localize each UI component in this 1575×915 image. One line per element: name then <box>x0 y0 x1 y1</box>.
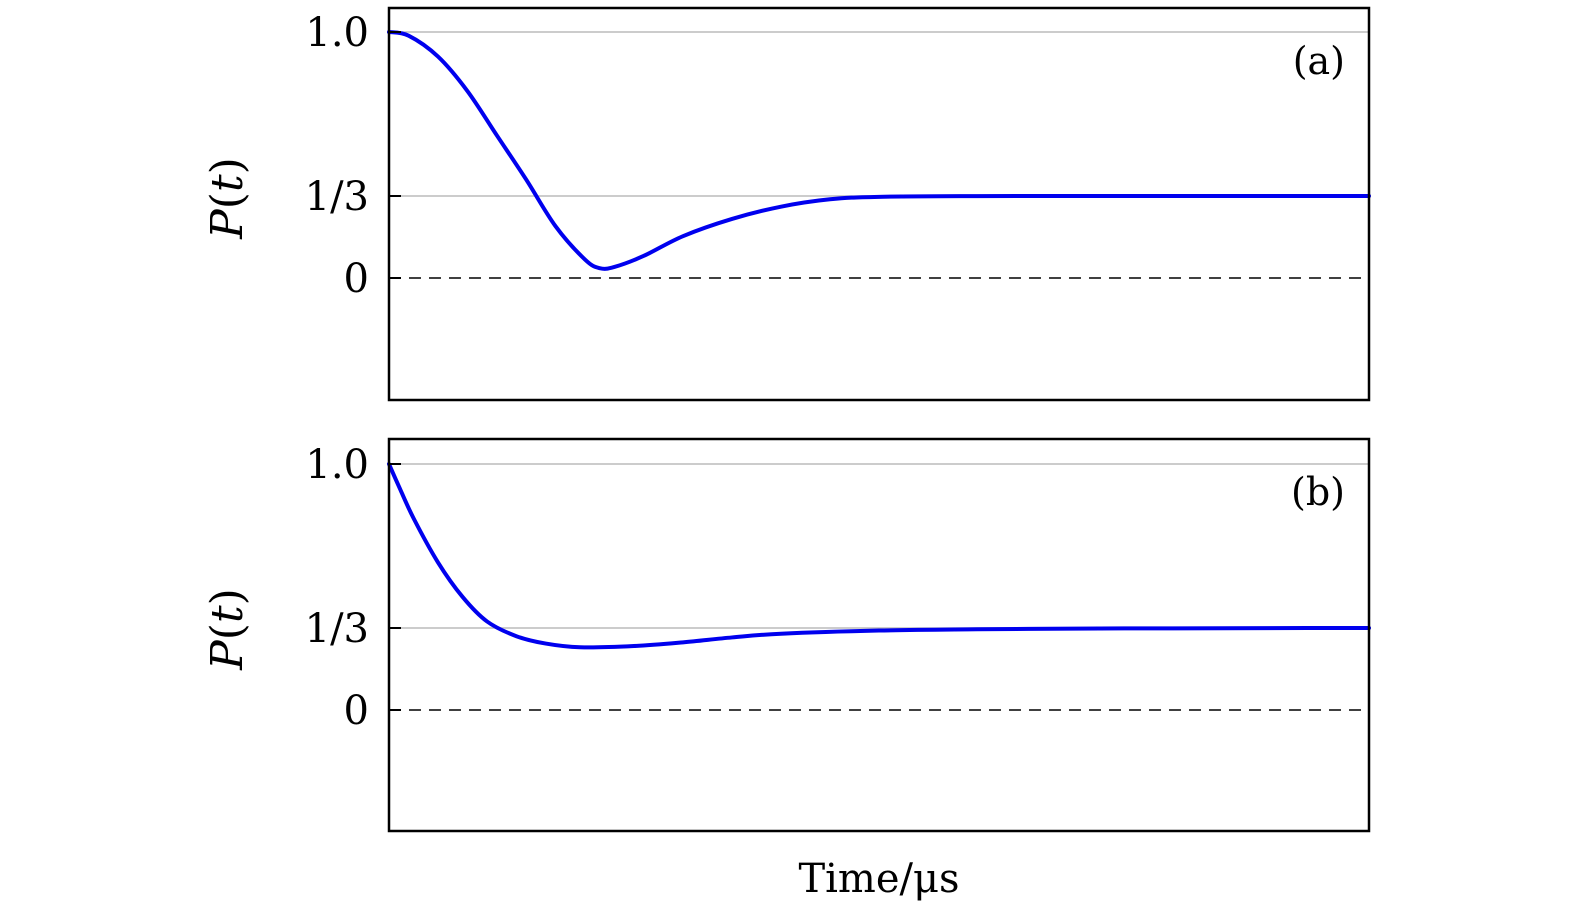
panel-a: 1.0 1/3 0 (a) P(t) <box>202 6 1371 402</box>
y-axis-label-open: ( <box>202 623 253 640</box>
y-ticks: 1.0 1/3 0 <box>305 442 401 734</box>
panel-b: 1.0 1/3 0 (b) P(t) <box>202 437 1371 833</box>
panel-label: (a) <box>1293 39 1345 83</box>
y-axis-label-fn: P <box>202 639 253 671</box>
y-tick-label: 0 <box>344 256 369 302</box>
plot-frame <box>387 6 1371 402</box>
y-tick-label: 1.0 <box>305 10 369 56</box>
reference-lines <box>389 31 1369 279</box>
x-axis-label: Time/μs <box>798 856 959 902</box>
y-tick-label: 1/3 <box>305 174 369 220</box>
panel-label: (b) <box>1291 470 1345 514</box>
y-axis-label-var: t <box>202 605 253 623</box>
y-tick-label: 0 <box>344 688 369 734</box>
y-axis-label: P(t) <box>202 157 253 240</box>
y-axis-label-close: ) <box>202 157 253 174</box>
y-tick-label: 1.0 <box>305 442 369 488</box>
y-axis-label-var: t <box>202 174 253 192</box>
y-axis-label: P(t) <box>202 588 253 671</box>
y-axis-label-close: ) <box>202 588 253 605</box>
reference-lines <box>389 463 1369 711</box>
y-axis-label-fn: P <box>202 208 253 240</box>
y-tick-label: 1/3 <box>305 606 369 652</box>
series-line <box>387 462 1371 650</box>
y-ticks: 1.0 1/3 0 <box>305 10 401 302</box>
series-line <box>387 30 1371 271</box>
plot-frame <box>387 437 1371 833</box>
y-axis-label-open: ( <box>202 192 253 209</box>
